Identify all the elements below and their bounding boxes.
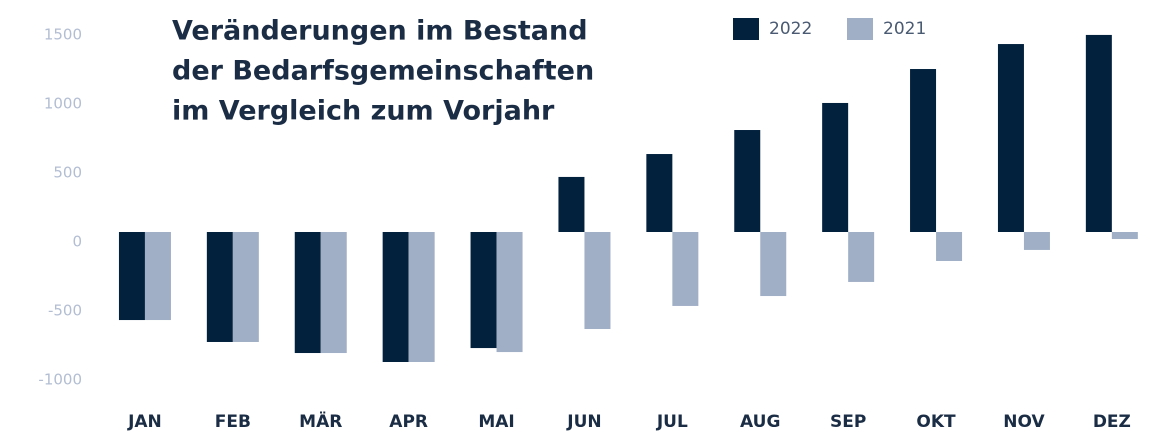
bar	[997, 44, 1024, 232]
bar	[822, 102, 849, 232]
bar	[320, 232, 347, 354]
x-tick-label: FEB	[215, 412, 251, 432]
bar	[206, 232, 233, 342]
x-tick-label: JAN	[127, 412, 162, 432]
bar	[382, 232, 409, 362]
x-tick-label: MAI	[478, 412, 514, 432]
y-tick-label: 500	[53, 164, 82, 182]
x-tick-label: MÄR	[299, 410, 342, 432]
bar	[760, 232, 787, 297]
y-tick-label: -1000	[38, 371, 82, 389]
x-tick-label: NOV	[1003, 412, 1045, 432]
legend-label: 2021	[883, 19, 926, 39]
x-tick-label: DEZ	[1093, 412, 1131, 432]
bar	[646, 154, 673, 232]
bar	[1111, 232, 1138, 240]
x-tick-label: OKT	[916, 412, 956, 432]
legend-swatch	[847, 18, 873, 40]
bar	[118, 232, 145, 321]
bar	[558, 176, 585, 232]
x-tick-label: JUN	[566, 412, 601, 432]
x-tick-label: AUG	[740, 412, 780, 432]
bar	[910, 69, 937, 232]
bar	[408, 232, 435, 362]
bar	[496, 232, 523, 353]
y-tick-label: 0	[72, 233, 82, 251]
bar	[848, 232, 875, 282]
chart-title: der Bedarfsgemeinschaften	[172, 56, 594, 87]
bar	[232, 232, 259, 342]
x-tick-label: JUL	[656, 412, 688, 432]
y-tick-label: 1500	[44, 26, 82, 44]
bar	[672, 232, 699, 306]
chart-title: im Vergleich zum Vorjahr	[172, 96, 555, 127]
chart-title: Veränderungen im Bestand	[172, 16, 588, 47]
bar	[144, 232, 171, 321]
legend-swatch	[733, 18, 759, 40]
bar	[294, 232, 321, 354]
x-tick-label: APR	[389, 412, 428, 432]
bar	[936, 232, 963, 261]
bar	[1023, 232, 1050, 250]
bar	[470, 232, 497, 349]
bar	[584, 232, 611, 330]
y-tick-label: -500	[48, 302, 82, 320]
y-tick-label: 1000	[44, 95, 82, 113]
legend-label: 2022	[769, 19, 812, 39]
bar	[734, 130, 761, 232]
x-tick-label: SEP	[830, 412, 866, 432]
bar	[1085, 34, 1112, 232]
